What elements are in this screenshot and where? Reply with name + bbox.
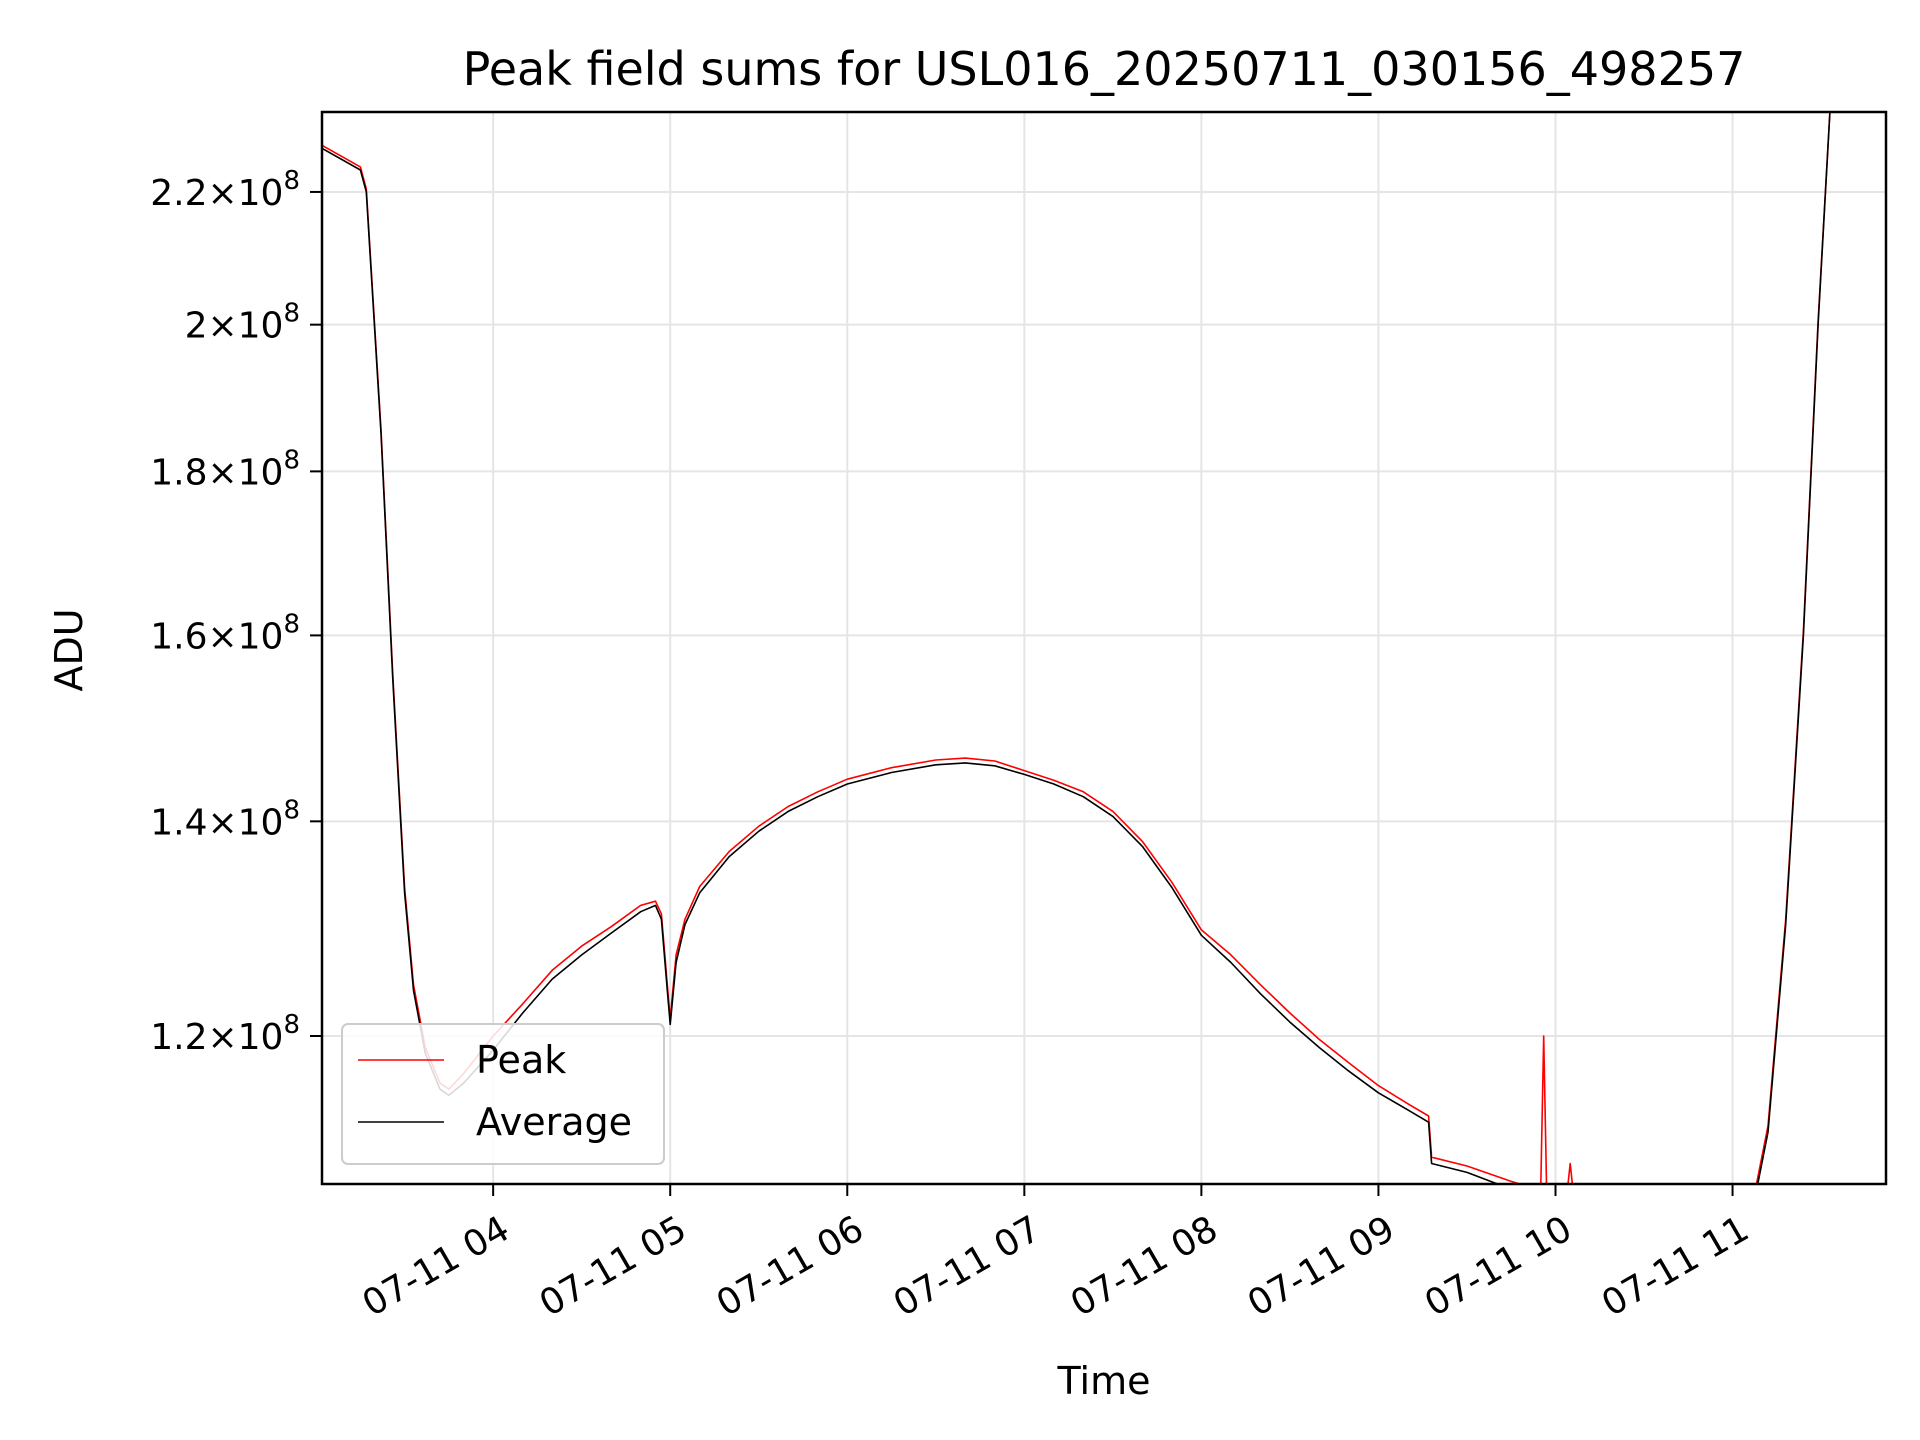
y-tick-mantissa: 1.4×10: [150, 802, 283, 843]
y-tick-label: 1.8×108: [150, 445, 300, 493]
grid-lines: [322, 112, 1886, 1184]
y-tick-mantissa: 1.6×10: [150, 616, 283, 657]
y-tick-mantissa: 2.2×10: [150, 173, 283, 214]
y-tick-exponent: 8: [283, 795, 300, 825]
y-tick-exponent: 8: [283, 1010, 300, 1040]
legend: Peak Average: [341, 1023, 665, 1165]
y-tick-label: 1.2×108: [150, 1010, 300, 1058]
x-axis-label: Time: [1057, 1359, 1151, 1403]
y-tick-mantissa: 1.2×10: [150, 1017, 283, 1058]
y-tick-label: 2.2×108: [150, 166, 300, 214]
legend-label-average: Average: [476, 1100, 632, 1144]
y-tick-label: 1.6×108: [150, 609, 300, 657]
y-tick-mantissa: 2×10: [185, 306, 284, 347]
y-tick-exponent: 8: [283, 299, 300, 329]
plot-frame: [320, 110, 1888, 1186]
y-tick-label: 1.4×108: [150, 795, 300, 843]
y-tick-exponent: 8: [283, 609, 300, 639]
chart-title: Peak field sums for USL016_20250711_0301…: [463, 42, 1746, 96]
legend-box: [341, 1023, 665, 1165]
legend-label-peak: Peak: [476, 1038, 566, 1082]
y-tick-exponent: 8: [283, 166, 300, 196]
y-tick-label: 2×108: [185, 299, 300, 347]
y-tick-mantissa: 1.8×10: [150, 452, 283, 493]
y-tick-exponent: 8: [283, 445, 300, 475]
y-axis-label: ADU: [47, 608, 91, 691]
